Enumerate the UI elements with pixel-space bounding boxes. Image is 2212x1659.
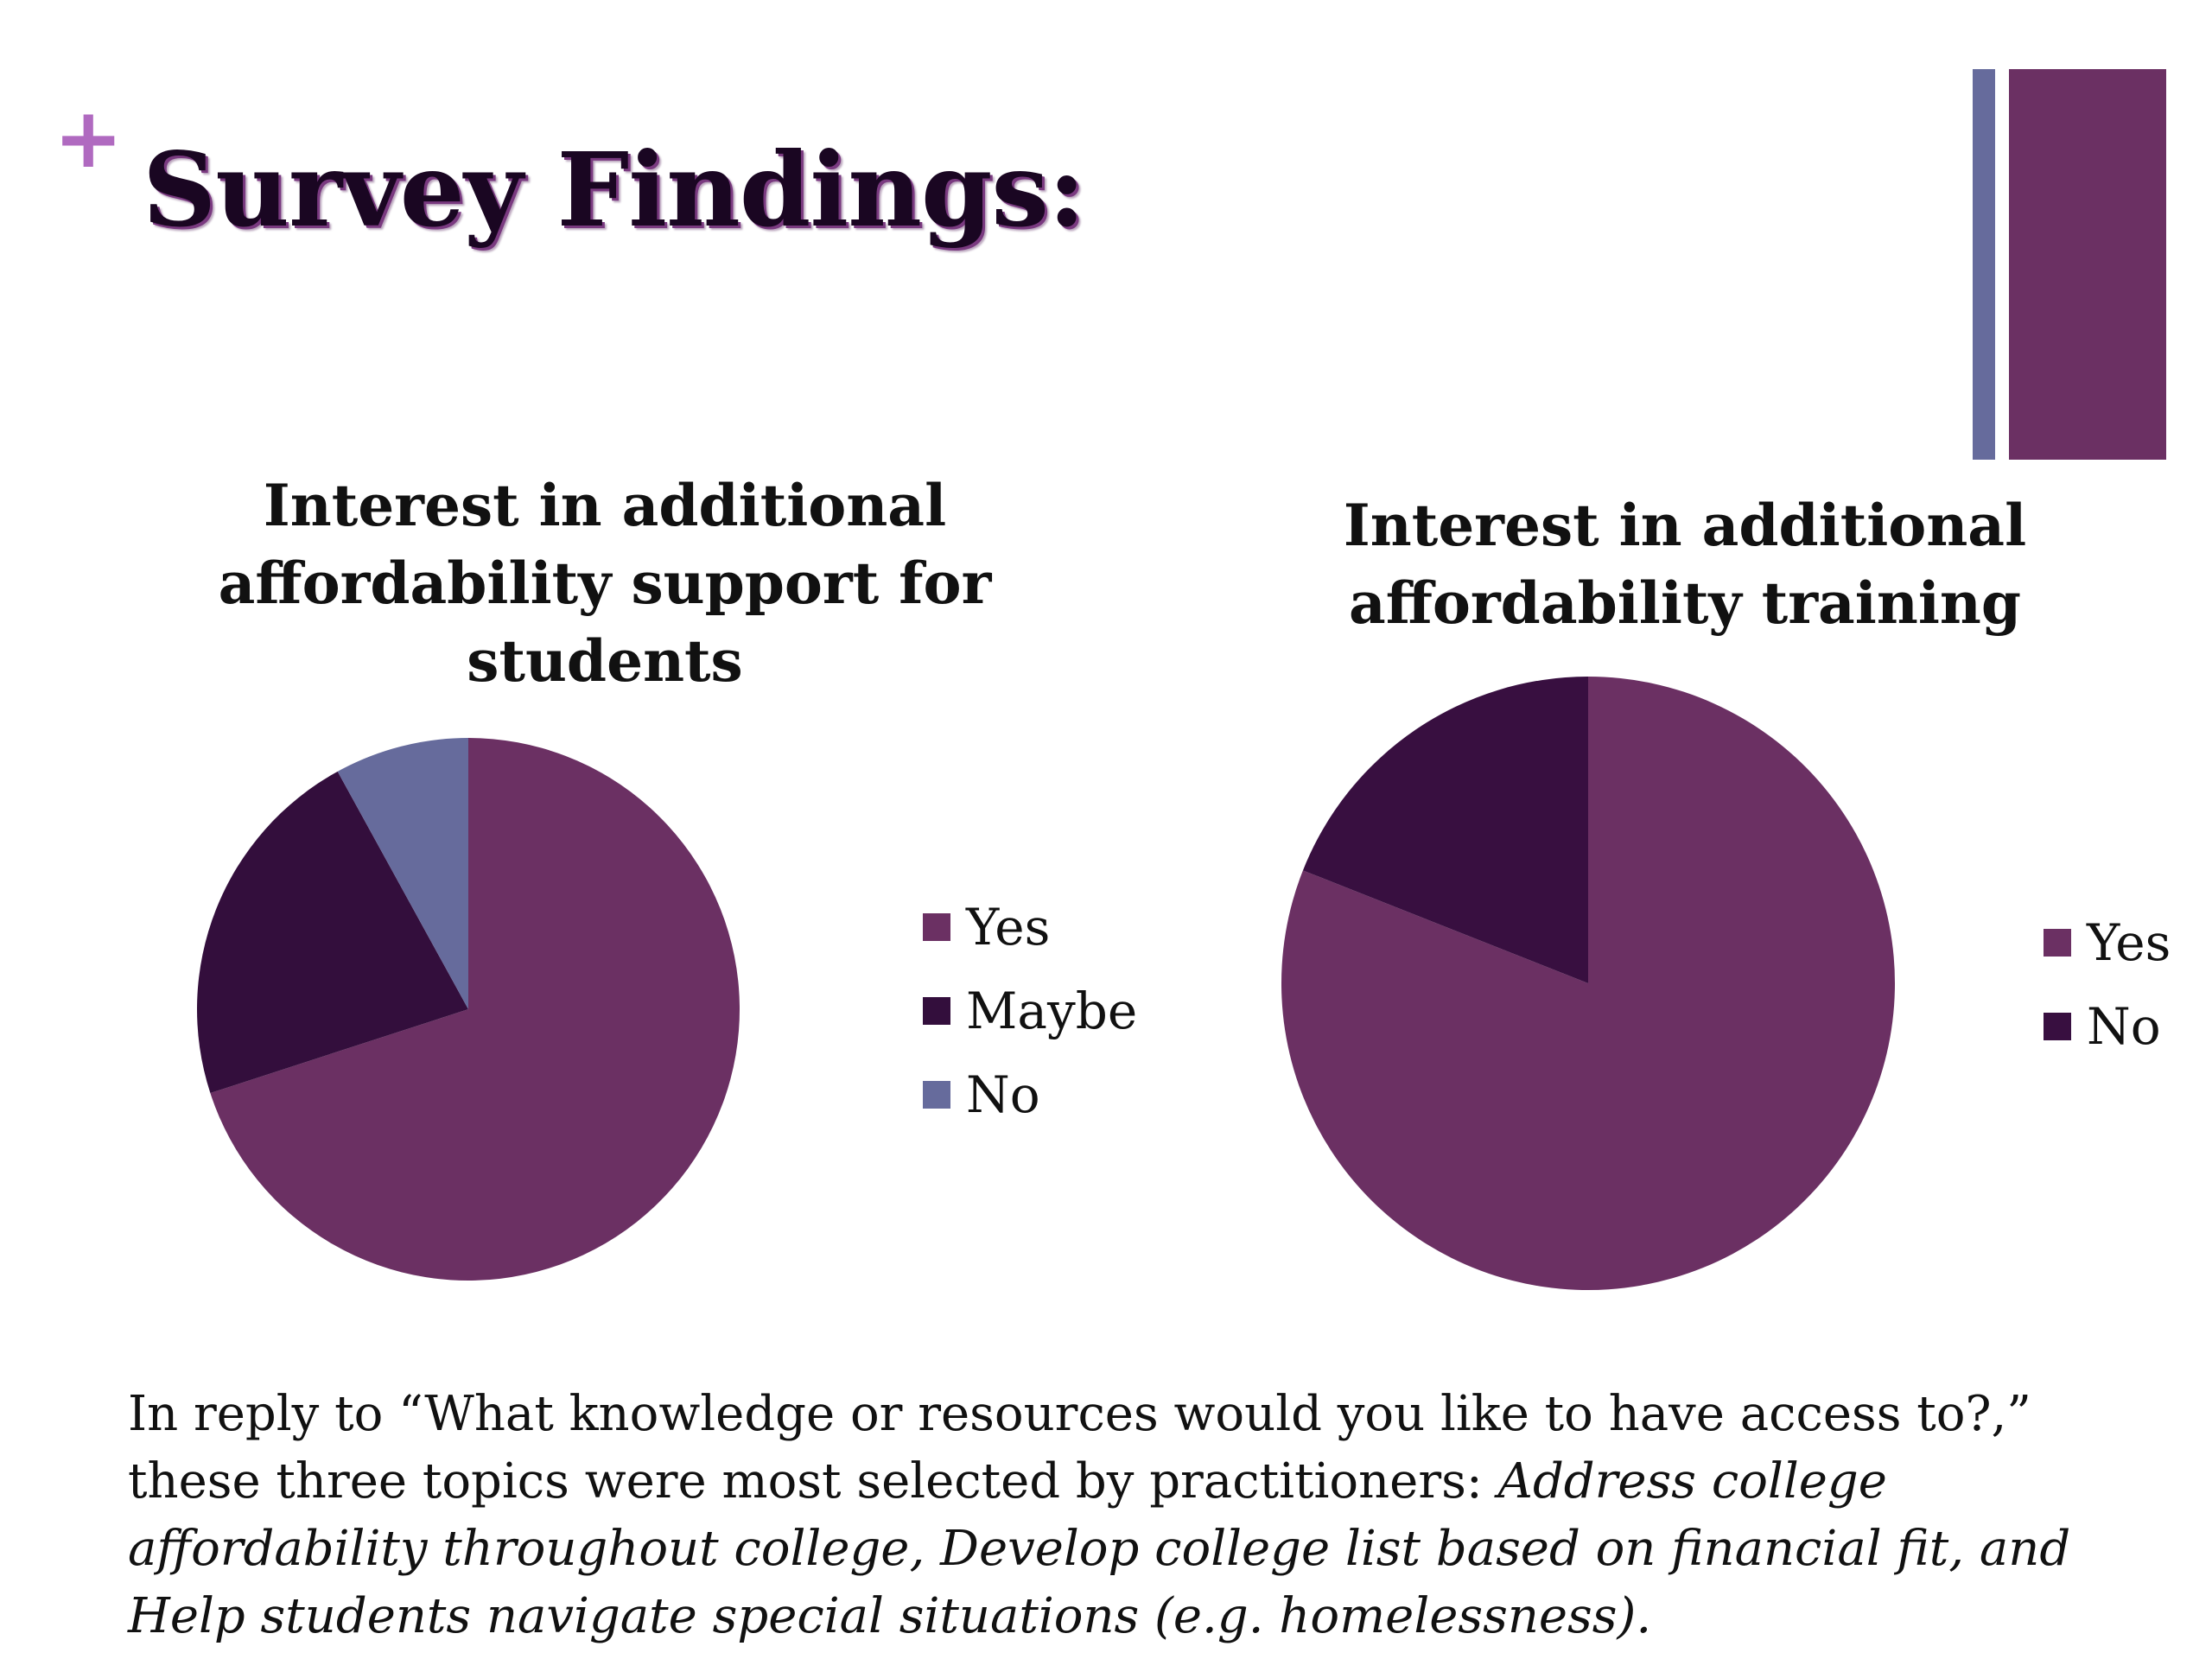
legend-label: Maybe	[966, 981, 1138, 1040]
pie-slice-support-no	[337, 738, 468, 1009]
legend-item-support-yes: Yes	[923, 885, 1137, 969]
legend-swatch	[2044, 928, 2071, 957]
legend-support: Yes Maybe No	[923, 885, 1137, 1136]
footer-text: In reply to “What knowledge or resources…	[128, 1381, 2141, 1650]
pie-slice-support-maybe	[197, 771, 468, 1094]
legend-item-training-no: No	[2044, 984, 2171, 1068]
slide-title: Survey Findings:	[143, 130, 1085, 250]
legend-item-support-no: No	[923, 1052, 1137, 1136]
legend-swatch	[923, 912, 950, 941]
legend-label: Yes	[966, 897, 1051, 957]
chart-title-support: Interest in additional affordability sup…	[218, 472, 992, 695]
footer-plain: In reply to “What knowledge or resources…	[128, 1386, 2031, 1510]
legend-training: Yes No	[2044, 900, 2171, 1068]
legend-swatch	[923, 996, 950, 1025]
accent-bar-thin	[1973, 69, 1995, 460]
legend-item-support-maybe: Maybe	[923, 969, 1137, 1052]
chart-title-training: Interest in additional affordability tra…	[1343, 492, 2027, 637]
legend-label: Yes	[2087, 912, 2171, 972]
accent-bar-wide	[2009, 69, 2166, 460]
legend-label: No	[966, 1065, 1040, 1124]
legend-swatch	[923, 1080, 950, 1109]
legend-swatch	[2044, 1012, 2071, 1040]
legend-item-training-yes: Yes	[2044, 900, 2171, 984]
plus-icon: +	[54, 90, 124, 187]
legend-label: No	[2087, 996, 2161, 1056]
pie-slice-support-yes	[210, 738, 740, 1281]
footer-italic: Address college affordability throughout…	[128, 1453, 2071, 1644]
pie-slice-training-yes	[1281, 677, 1896, 1290]
pie-slice-training-no	[1302, 677, 1588, 983]
